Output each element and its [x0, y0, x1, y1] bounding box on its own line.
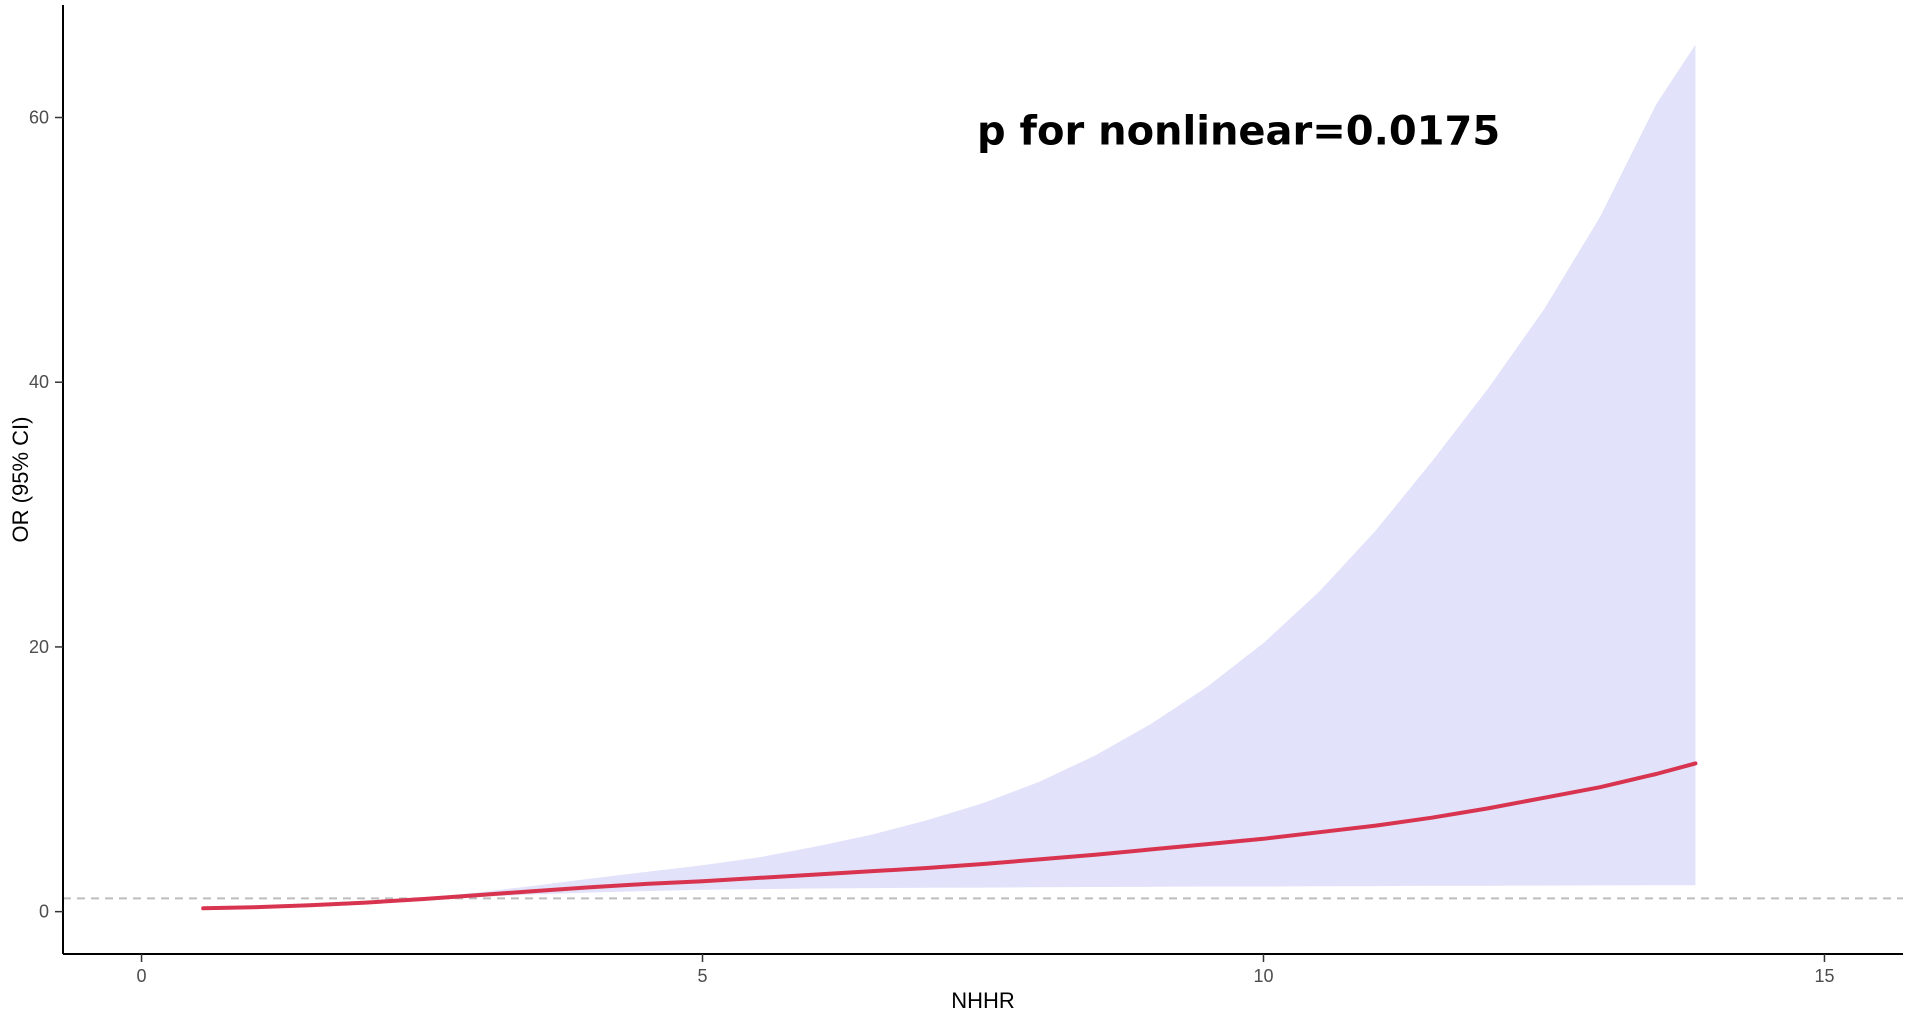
confidence-band: [203, 44, 1696, 909]
y-axis-title: OR (95% CI): [8, 417, 33, 543]
x-tick-label: 15: [1814, 966, 1834, 986]
or-curve: [201, 761, 1698, 911]
y-tick-label: 60: [29, 108, 49, 128]
axes: 0 5 10 15 0 20 40 60: [29, 5, 1903, 986]
y-tick-label: 20: [29, 637, 49, 657]
x-tick-label: 0: [137, 966, 147, 986]
y-tick-label: 0: [39, 902, 49, 922]
x-tick-label: 10: [1253, 966, 1273, 986]
x-tick-label: 5: [698, 966, 708, 986]
plot-area: [63, 44, 1903, 911]
x-axis-title: NHHR: [951, 988, 1015, 1013]
y-tick-label: 40: [29, 372, 49, 392]
p-value-annotation: p for nonlinear=0.0175: [977, 109, 1500, 155]
